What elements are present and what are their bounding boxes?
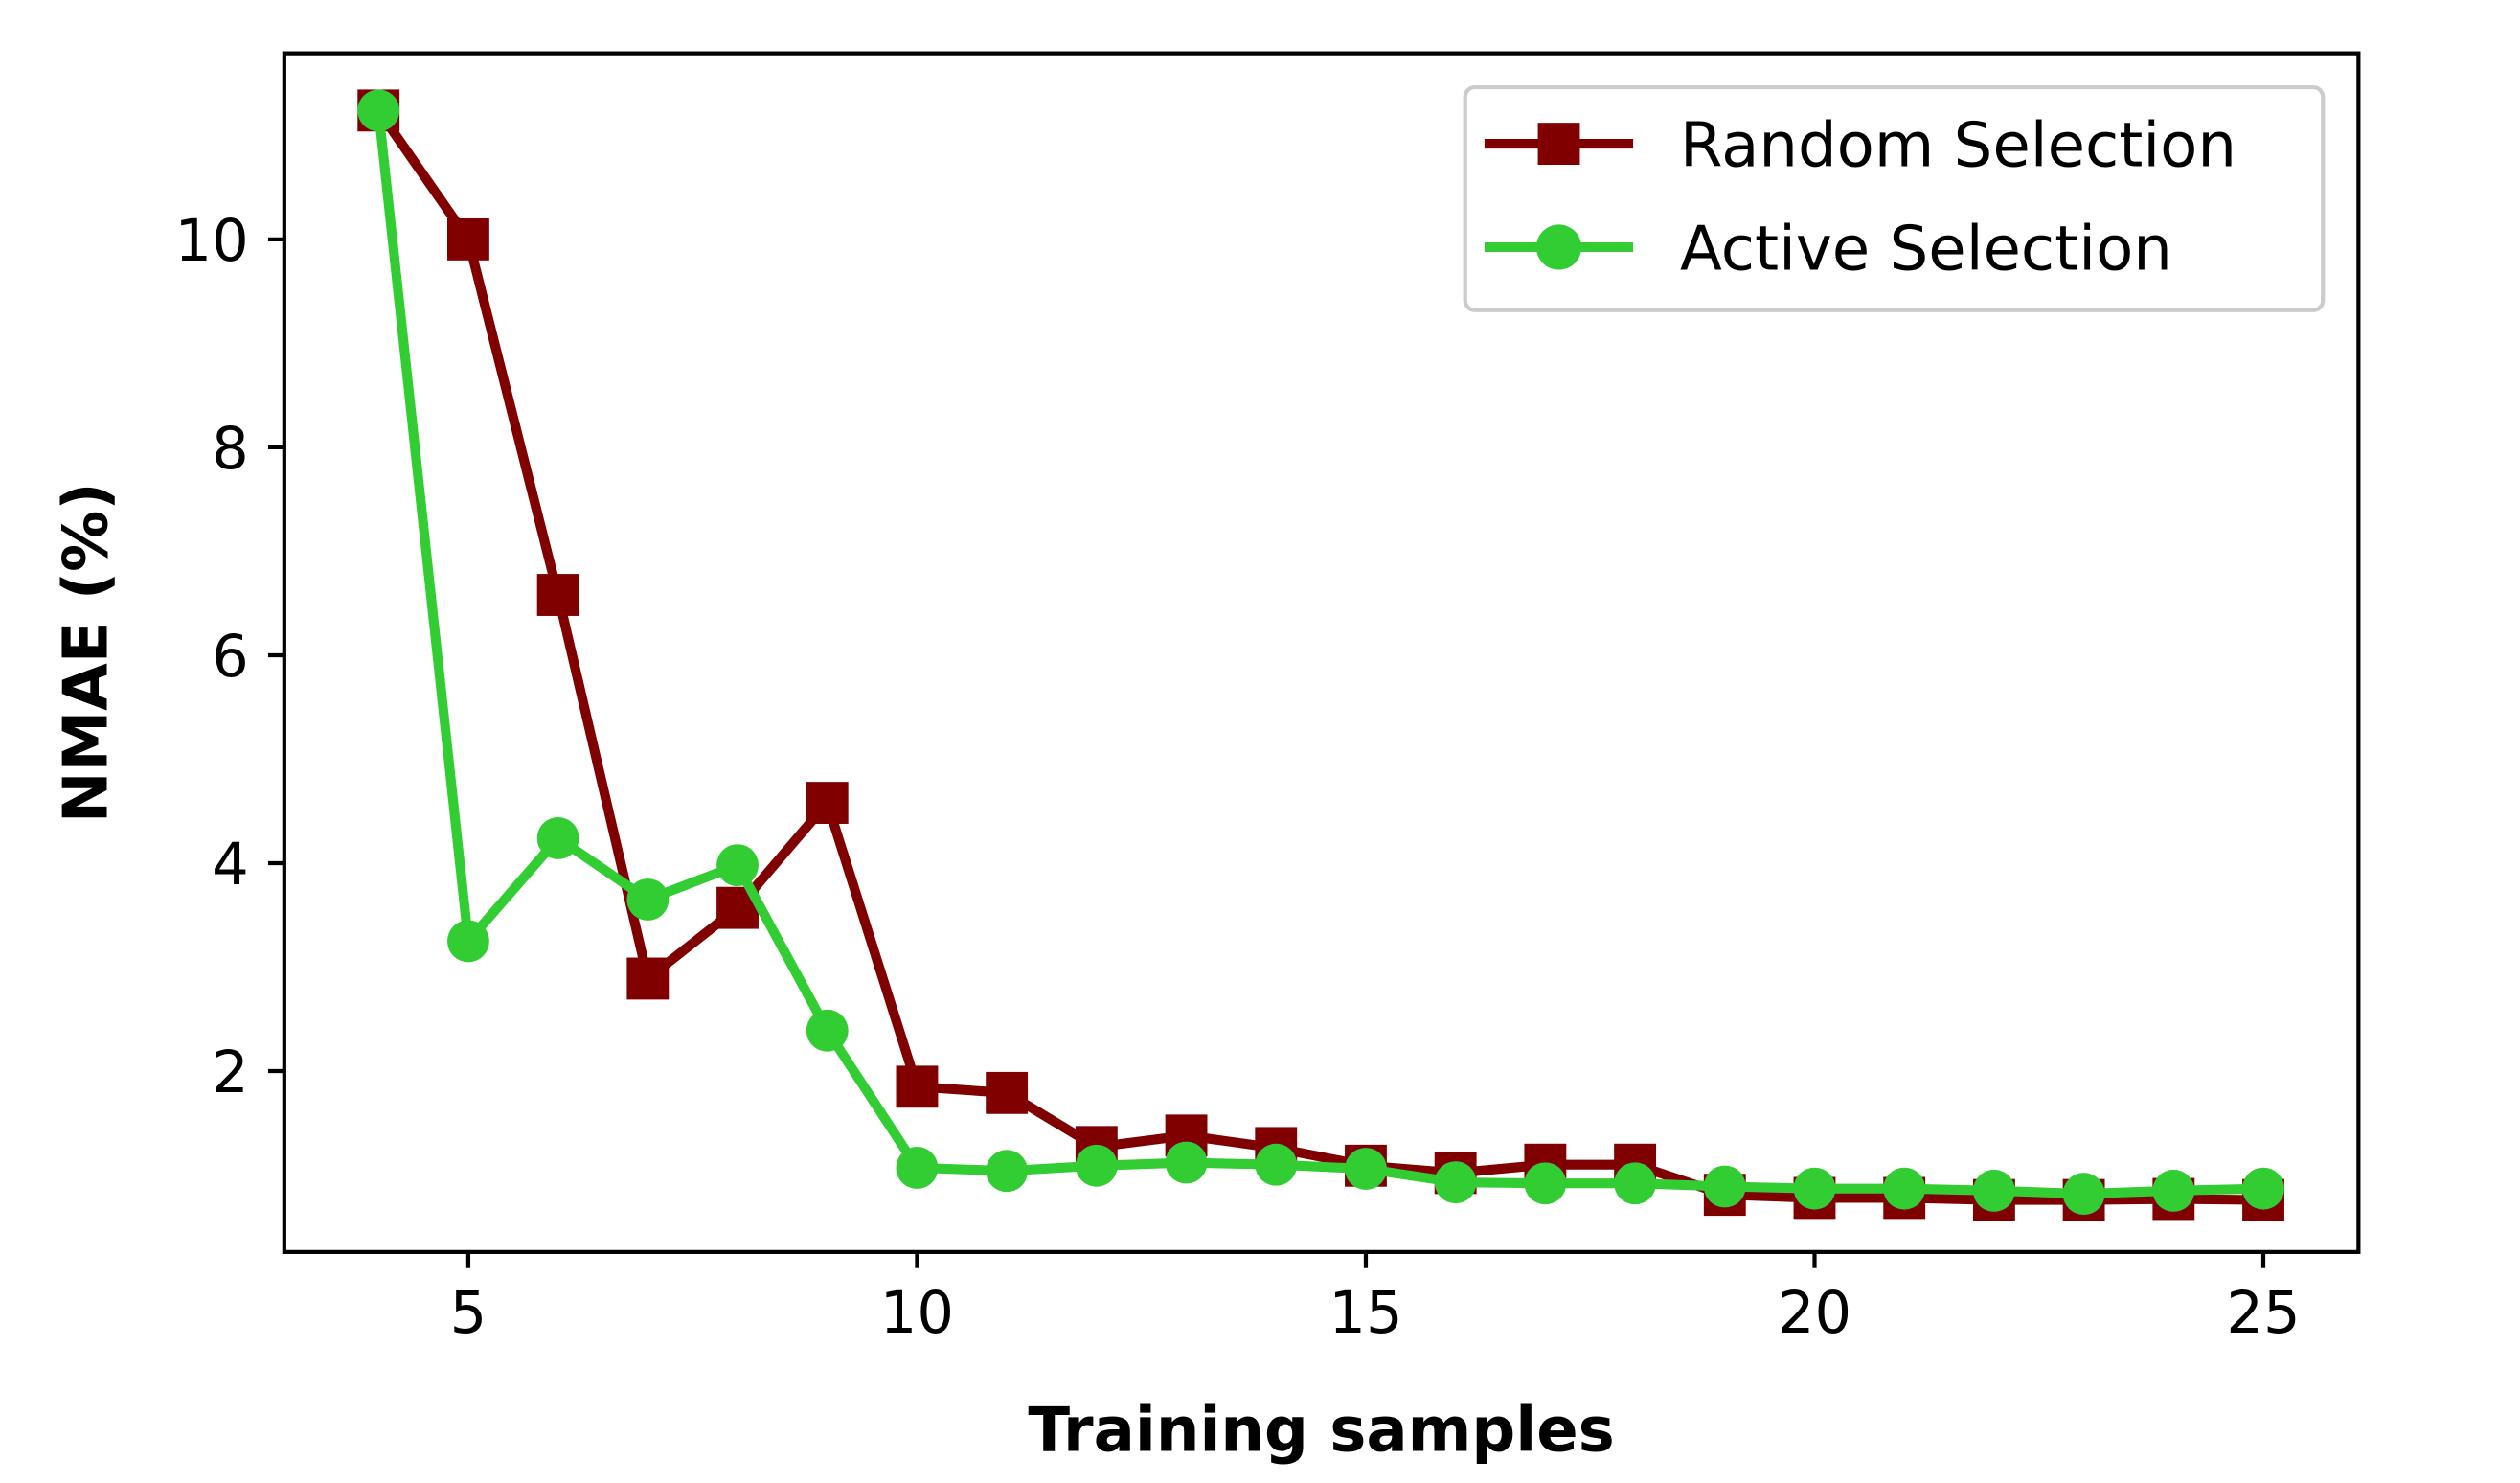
data-point-circle [2242,1167,2284,1210]
data-point-circle [2152,1169,2195,1212]
y-tick-label: 4 [212,832,249,899]
y-tick-label: 2 [212,1039,249,1107]
data-point-circle [1972,1169,2015,1212]
y-tick-label: 10 [174,208,248,275]
series-active-selection [357,89,2284,1216]
data-point-circle [896,1147,939,1189]
data-point-circle [1524,1162,1567,1205]
x-tick-label: 20 [1778,1280,1851,1347]
y-tick-label: 6 [212,624,249,691]
x-tick-label: 25 [2226,1280,2300,1347]
y-tick-label: 8 [212,416,249,483]
data-point-circle [1793,1167,1836,1210]
data-point-circle [626,878,670,921]
data-point-circle [1883,1167,1926,1210]
x-tick-label: 10 [880,1280,954,1347]
x-axis-label: Training samples [1028,1395,1614,1466]
data-point-circle [1165,1141,1208,1184]
legend: Random Selection Active Selection [1463,84,2326,312]
data-point-circle [1434,1161,1477,1204]
plot-frame [282,51,2361,1254]
data-point-circle [2062,1173,2105,1216]
data-point-square [896,1065,939,1108]
legend-label-active: Active Selection [1680,215,2172,285]
legend-label-random: Random Selection [1680,111,2236,182]
data-point-square [626,957,670,1000]
data-point-circle [1075,1144,1118,1187]
data-point-circle [1703,1165,1746,1208]
data-point-square [986,1071,1029,1114]
data-point-square [536,574,579,616]
series-line [374,109,2264,1199]
x-tick-label: 5 [450,1280,488,1347]
data-point-circle [357,89,400,132]
data-point-circle [806,1009,849,1052]
legend-frame [1463,84,2326,312]
data-point-square [806,782,849,824]
legend-marker-active [1535,224,1582,270]
y-axis-label: NMAE (%) [51,482,122,823]
data-point-circle [1255,1143,1298,1186]
series-line [375,107,2264,1205]
data-point-circle [986,1150,1029,1193]
legend-marker-random [1537,123,1580,165]
x-tick-label: 15 [1328,1280,1402,1347]
data-point-circle [447,920,489,963]
data-point-circle [716,844,759,887]
data-point-circle [1614,1162,1657,1205]
data-point-circle [536,817,579,859]
data-point-square [447,217,489,261]
data-point-circle [1345,1148,1387,1190]
